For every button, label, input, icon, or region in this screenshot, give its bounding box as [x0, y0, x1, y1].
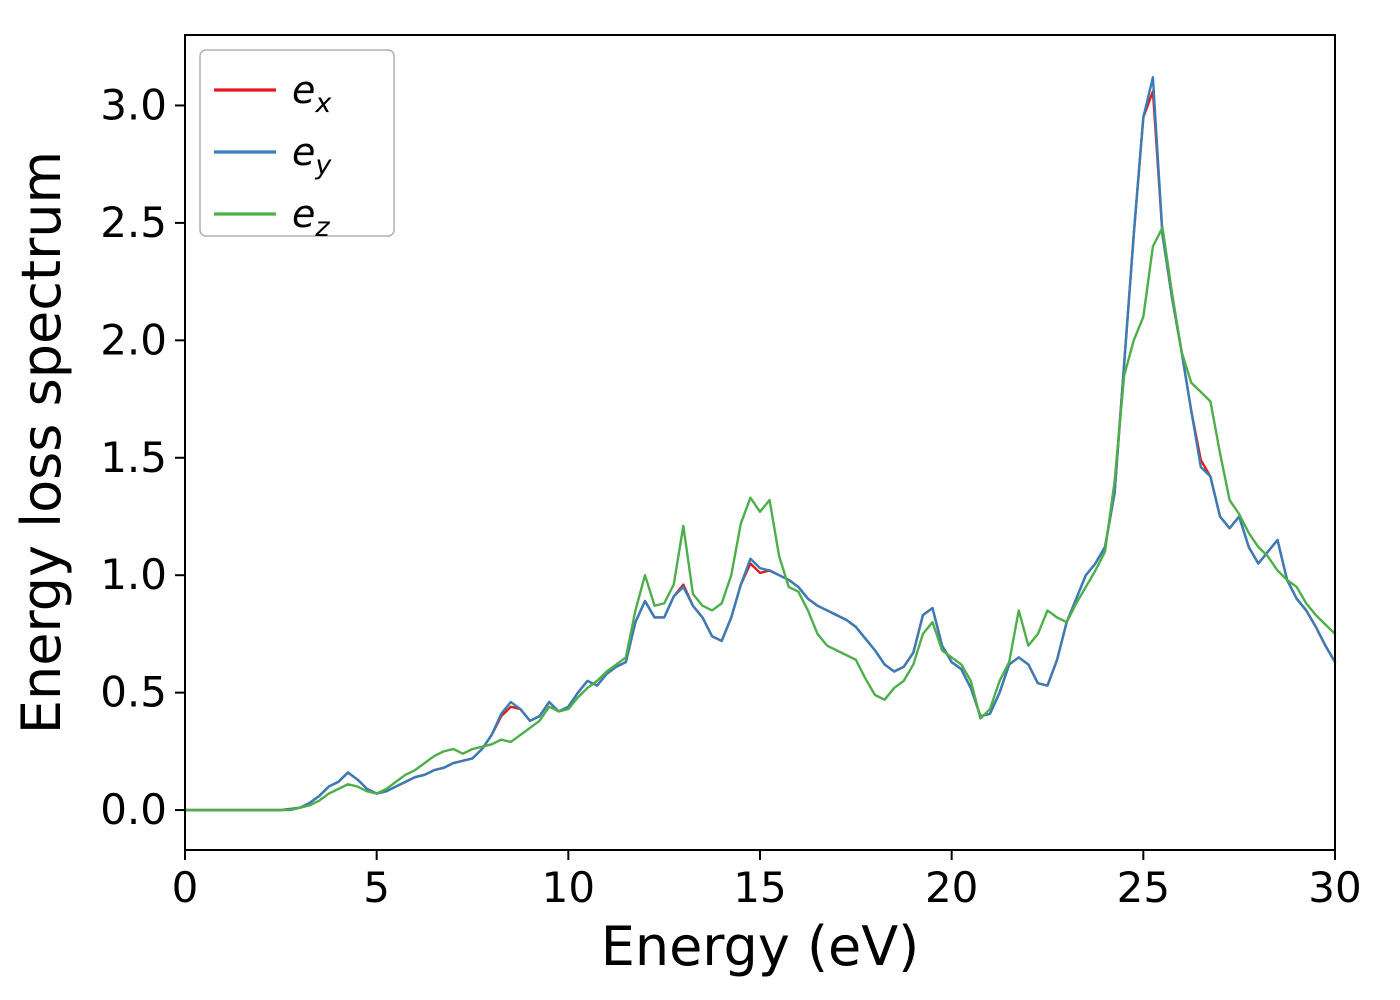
- legend-label-e_x: ex: [292, 68, 332, 119]
- x-tick-label: 20: [925, 863, 978, 912]
- y-tick-label: 0.5: [100, 668, 167, 717]
- y-tick-label: 2.5: [100, 198, 167, 247]
- x-tick-label: 0: [172, 863, 199, 912]
- x-axis: 0 5 10 15 20 25 30: [172, 850, 1362, 912]
- series-line-e_z: [183, 226, 1337, 812]
- y-axis: 0.0 0.5 1.0 1.5 2.0 2.5 3.0: [100, 80, 185, 834]
- x-tick-label: 5: [363, 863, 390, 912]
- y-tick-label: 0.0: [100, 785, 167, 834]
- legend-label-e_z: ez: [292, 192, 330, 243]
- y-tick-label: 1.5: [100, 433, 167, 482]
- legend: ex ey ez: [199, 49, 395, 243]
- y-tick-label: 1.0: [100, 550, 167, 599]
- y-axis-label: Energy loss spectrum: [10, 151, 73, 734]
- y-tick-label: 2.0: [100, 315, 167, 364]
- legend-box: [199, 49, 395, 237]
- x-tick-label: 30: [1308, 863, 1361, 912]
- x-axis-label: Energy (eV): [601, 915, 920, 978]
- x-tick-label: 10: [542, 863, 595, 912]
- x-tick-label: 15: [733, 863, 786, 912]
- plot-series: [183, 76, 1337, 812]
- legend-label-e_y: ey: [292, 130, 332, 181]
- y-tick-label: 3.0: [100, 80, 167, 129]
- x-tick-label: 25: [1117, 863, 1170, 912]
